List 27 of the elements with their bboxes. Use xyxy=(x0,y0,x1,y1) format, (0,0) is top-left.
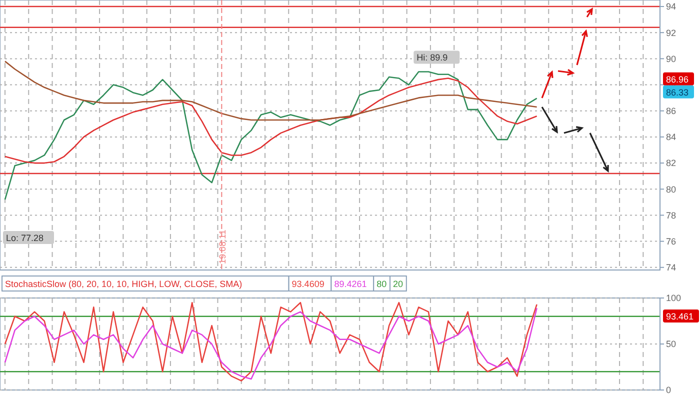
y-tick-label: 94 xyxy=(666,2,676,12)
line-series xyxy=(4,60,538,121)
y-tick-label: 100 xyxy=(666,293,682,304)
y-tick-label: 86 xyxy=(666,106,676,116)
y-tick-label: 76 xyxy=(666,236,676,246)
annotation: Hi: 89.9 xyxy=(416,52,448,63)
series-label: 93.4609 xyxy=(292,279,324,289)
annotation: 19.08.11 xyxy=(218,230,228,264)
y-tick-label: 82 xyxy=(666,158,676,168)
y-tick-label: 80 xyxy=(666,184,676,194)
text: 89.4261 xyxy=(334,279,367,289)
y-tick-label: 84 xyxy=(666,132,676,142)
line-series xyxy=(4,71,538,200)
y-tick-label: 0 xyxy=(666,385,672,394)
text: 86.33 xyxy=(666,87,689,98)
ref-line-label: 80 xyxy=(376,279,387,289)
annotation: Lo: 77.28 xyxy=(6,233,44,243)
y-tick-label: 50 xyxy=(666,339,676,350)
line-series xyxy=(4,78,538,164)
y-tick-label: 90 xyxy=(666,54,676,64)
y-tick-label: 78 xyxy=(666,210,676,220)
legend-title: StochasticSlow (80, 20, 10, 10, HIGH, LOW, CLOSE, SMA) xyxy=(5,279,242,289)
text: 86.96 xyxy=(666,74,689,84)
y-tick-label: 92 xyxy=(666,28,676,38)
text: 93.461 xyxy=(666,311,694,322)
ref-line-label: 20 xyxy=(393,279,404,289)
y-tick-label: 74 xyxy=(666,262,676,273)
